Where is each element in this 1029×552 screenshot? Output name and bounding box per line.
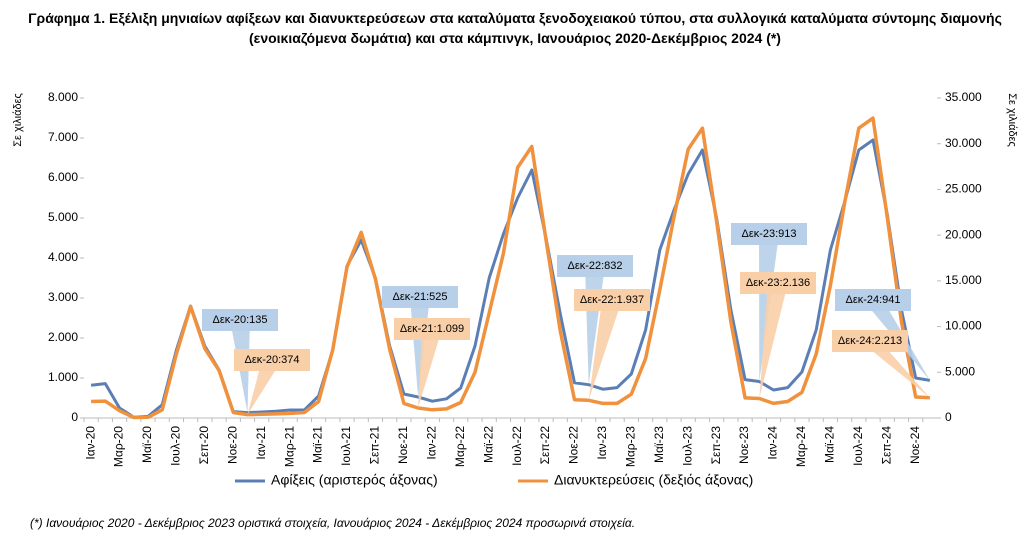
x-tick-label: Μαϊ-20: [140, 426, 154, 463]
x-tick-label: Νοε-24: [908, 426, 922, 464]
x-tick-label: Σεπ-24: [879, 426, 893, 465]
x-tick-label: Νοε-23: [737, 426, 751, 464]
y-axis-label: Σε χιλιάδες: [12, 93, 24, 147]
y2-tick-label: 0: [945, 410, 952, 424]
y2-axis-label: Σε χιλιάδες: [1006, 93, 1018, 147]
legend-label: Διανυκτερεύσεις (δεξιός άξονας): [554, 472, 753, 488]
callout-label: Δεκ-24:941: [845, 294, 900, 306]
y-tick-label: 1.000: [48, 370, 78, 384]
x-tick-label: Μαϊ-24: [823, 426, 837, 463]
callout-box: [835, 289, 911, 311]
callout-box: [731, 223, 807, 245]
x-tick-label: Ιουλ-24: [851, 426, 865, 466]
callout-pointer: [418, 329, 442, 408]
y-tick-label: 7.000: [48, 130, 78, 144]
callout-label: Δεκ-22:1.937: [580, 294, 644, 306]
x-tick-label: Μαρ-21: [282, 426, 296, 467]
callout-label: Δεκ-24:2.213: [838, 335, 902, 347]
callout-label: Δεκ-22:832: [567, 260, 622, 272]
callout-pointer: [759, 283, 788, 399]
legend-label: Αφίξεις (αριστερός άξονας): [271, 472, 438, 488]
callout-label: Δεκ-23:913: [741, 228, 796, 240]
y2-tick-label: 10.000: [945, 319, 982, 333]
callout-pointer: [860, 341, 930, 398]
callout-pointer: [247, 360, 282, 415]
y-tick-label: 0: [71, 410, 78, 424]
x-tick-label: Μαρ-24: [794, 426, 808, 467]
x-tick-label: Ιουλ-22: [510, 426, 524, 466]
callout-label: Δεκ-21:1.099: [400, 323, 464, 335]
x-tick-label: Ιαν-24: [766, 426, 780, 460]
callout-box: [394, 318, 470, 340]
y-tick-label: 3.000: [48, 290, 78, 304]
x-tick-label: Ιουλ-23: [680, 426, 694, 466]
y-tick-label: 2.000: [48, 330, 78, 344]
x-tick-label: Μαϊ-22: [481, 426, 495, 463]
x-tick-label: Νοε-21: [396, 426, 410, 464]
y2-tick-label: 5.000: [945, 364, 975, 378]
x-tick-label: Μαϊ-23: [652, 426, 666, 463]
x-tick-label: Μαρ-22: [453, 426, 467, 467]
callout-box: [574, 289, 650, 311]
x-tick-label: Ιαν-20: [83, 426, 97, 460]
x-tick-label: Σεπ-20: [197, 426, 211, 465]
callout-box: [234, 349, 310, 371]
x-tick-label: Σεπ-21: [368, 426, 382, 465]
x-tick-label: Ιουλ-21: [339, 426, 353, 466]
footnote: (*) Ιανουάριος 2020 - Δεκέμβριος 2023 ορ…: [30, 516, 636, 530]
y2-tick-label: 35.000: [945, 90, 982, 104]
x-tick-label: Νοε-20: [225, 426, 239, 464]
callout-box: [202, 309, 278, 331]
y-tick-label: 6.000: [48, 170, 78, 184]
callout-box: [740, 272, 816, 294]
callout-box: [557, 255, 633, 277]
x-tick-label: Ιουλ-20: [169, 426, 183, 466]
y-tick-label: 4.000: [48, 250, 78, 264]
callout-label: Δεκ-20:135: [212, 314, 267, 326]
x-tick-label: Ιαν-23: [595, 426, 609, 460]
callout-label: Δεκ-20:374: [244, 354, 299, 366]
x-tick-label: Μαρ-23: [624, 426, 638, 467]
callout-box: [832, 330, 908, 352]
y2-tick-label: 30.000: [945, 136, 982, 150]
x-tick-label: Ιαν-21: [254, 426, 268, 460]
chart-title: Γράφημα 1. Εξέλιξη μηνιαίων αφίξεων και …: [28, 10, 1002, 46]
x-tick-label: Ιαν-22: [424, 426, 438, 460]
callout-pointer: [863, 300, 930, 381]
y2-tick-label: 25.000: [945, 182, 982, 196]
y-tick-label: 5.000: [48, 210, 78, 224]
y2-tick-label: 15.000: [945, 273, 982, 287]
x-tick-label: Σεπ-22: [538, 426, 552, 465]
callout-box: [382, 286, 458, 308]
callout-label: Δεκ-23:2.136: [746, 277, 810, 289]
x-tick-label: Νοε-22: [567, 426, 581, 464]
y2-tick-label: 20.000: [945, 227, 982, 241]
x-tick-label: Σεπ-23: [709, 426, 723, 465]
callout-pointer: [588, 300, 622, 401]
x-tick-label: Μαϊ-21: [311, 426, 325, 463]
y-tick-label: 8.000: [48, 90, 78, 104]
x-tick-label: Μαρ-20: [112, 426, 126, 467]
callout-label: Δεκ-21:525: [392, 291, 447, 303]
series-line: [91, 116, 930, 420]
